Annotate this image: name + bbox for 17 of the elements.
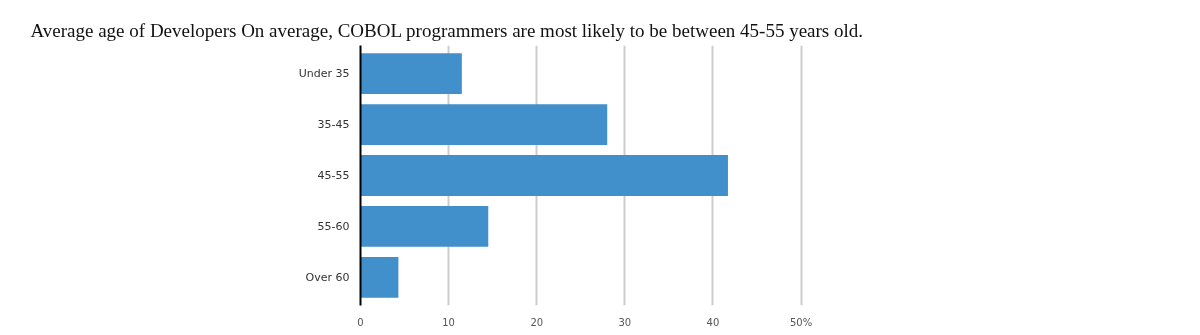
bar (360, 155, 728, 196)
bar (360, 53, 462, 94)
x-tick-label: 40 (706, 316, 720, 328)
bar (360, 206, 489, 247)
x-tick-label: 10 (442, 316, 455, 328)
y-tick-label: 55-60 (317, 219, 350, 233)
bar (360, 104, 608, 145)
y-tick-label: 35-45 (317, 118, 350, 132)
y-tick-label: 45-55 (317, 169, 350, 182)
x-tick-label: 30 (618, 316, 632, 328)
x-tick-label: 20 (530, 316, 544, 328)
chart-title: Average age of Developers On average, COBOL programmers are most likely to be between 45-55 years old. (30, 19, 864, 41)
bar (360, 257, 399, 298)
y-tick-label: Under 35 (298, 67, 350, 81)
y-tick-label: Over 60 (305, 270, 350, 284)
x-tick-label: 0 (357, 316, 364, 328)
x-tick-label: 50% (789, 316, 813, 328)
